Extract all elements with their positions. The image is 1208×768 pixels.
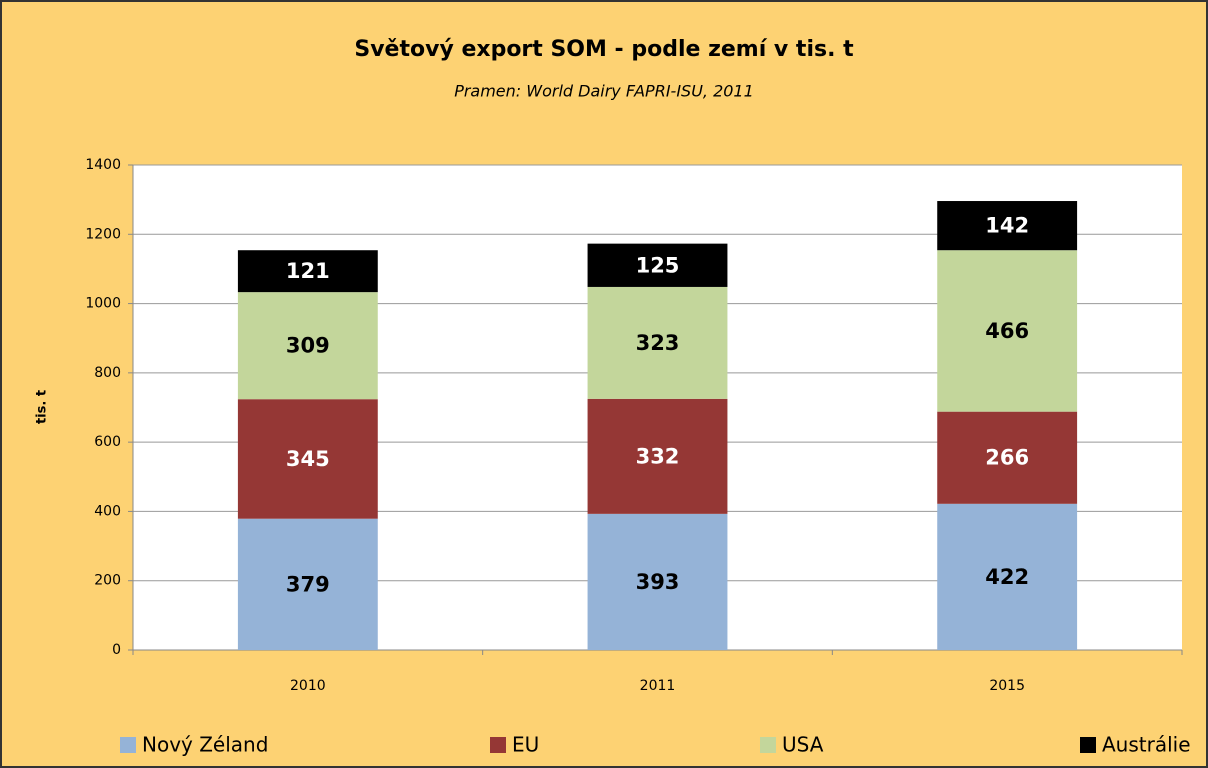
data-label: 266 <box>985 446 1029 470</box>
legend-label: Austrálie <box>1102 733 1191 757</box>
y-tick-label: 1000 <box>85 296 121 312</box>
x-tick-label: 2015 <box>989 678 1025 694</box>
y-axis-label: tis. t <box>35 390 50 424</box>
bar-segment <box>587 286 728 399</box>
data-label: 393 <box>636 570 680 594</box>
bar-segment <box>937 201 1078 251</box>
bar-segment <box>937 503 1078 650</box>
legend-swatch <box>1080 737 1096 753</box>
chart-subtitle: Pramen: World Dairy FAPRI-ISU, 2011 <box>454 82 754 101</box>
y-tick-label: 1200 <box>85 226 121 242</box>
data-label: 379 <box>286 572 330 596</box>
bar-segment <box>587 243 728 287</box>
bar-segment <box>237 399 378 519</box>
bar-segment <box>587 398 728 514</box>
y-tick-label: 800 <box>94 365 121 381</box>
chart-title: Světový export SOM - podle zemí v tis. t <box>354 37 854 62</box>
data-label: 323 <box>636 331 680 355</box>
legend-label: Nový Zéland <box>142 733 268 757</box>
data-label: 466 <box>985 319 1029 343</box>
y-tick-label: 0 <box>112 642 121 658</box>
legend-swatch <box>120 737 136 753</box>
y-tick-label: 1400 <box>85 157 121 173</box>
y-tick-label: 600 <box>94 434 121 450</box>
data-label: 142 <box>985 214 1029 238</box>
bar-segment <box>237 250 378 293</box>
data-label: 125 <box>636 253 680 277</box>
bar-segment <box>587 513 728 650</box>
legend-label: USA <box>782 733 824 757</box>
data-label: 345 <box>286 447 330 471</box>
x-tick-label: 2010 <box>290 678 326 694</box>
bar-segment <box>937 411 1078 504</box>
bar-segment <box>937 250 1078 412</box>
legend-swatch <box>490 737 506 753</box>
bar-segment <box>237 518 378 650</box>
y-tick-label: 200 <box>94 573 121 589</box>
data-label: 332 <box>636 444 680 468</box>
legend-swatch <box>760 737 776 753</box>
bar-segment <box>237 292 378 400</box>
data-label: 422 <box>985 565 1029 589</box>
data-label: 309 <box>286 334 330 358</box>
data-label: 121 <box>286 259 330 283</box>
x-tick-label: 2011 <box>640 678 676 694</box>
legend-label: EU <box>512 733 539 757</box>
y-tick-label: 400 <box>94 503 121 519</box>
